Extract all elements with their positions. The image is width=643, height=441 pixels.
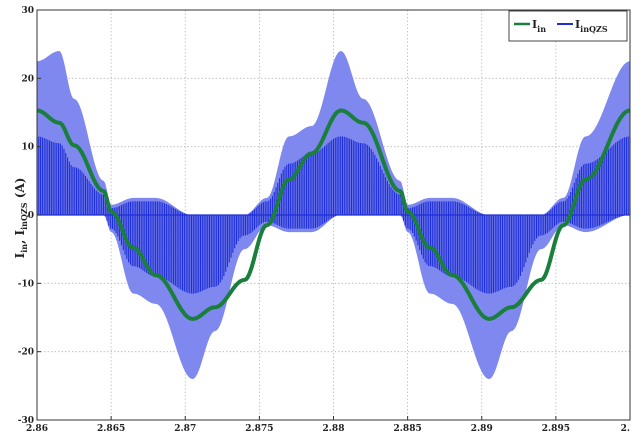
series-iin-line: [36, 108, 631, 321]
ylabel-sub-2: inQZS: [19, 202, 29, 230]
y-tick-label-6: 30: [21, 6, 34, 16]
data-layer: [36, 51, 631, 379]
y-axis-label-text: Iin, IinQZS (A): [13, 178, 29, 259]
legend-iin-main: I: [532, 18, 537, 31]
legend-iinqzs-main: I: [575, 18, 580, 31]
tick-layer: 2.86 2.865 2.87 2.875 2.88 2.885 2.89 2.895 2. -3…: [18, 6, 631, 434]
y-tick-label-3: 0: [28, 211, 34, 221]
ylabel-sep: ,: [13, 236, 27, 244]
y-tick-label-1: -20: [18, 348, 34, 358]
legend-label-iinqzs: IinQZS: [575, 18, 608, 34]
x-tick-label-8: 2.: [621, 424, 630, 434]
x-tick-label-3: 2.875: [245, 424, 273, 434]
legend: Iin IinQZS: [508, 10, 628, 42]
y-tick-label-2: -10: [18, 279, 34, 289]
ylabel-sub-1: in: [19, 244, 29, 253]
y-tick-label-0: -30: [18, 416, 34, 426]
ylabel-main-2: I: [13, 230, 27, 236]
x-tick-label-5: 2.885: [394, 424, 422, 434]
x-tick-label-4: 2.88: [323, 424, 345, 434]
x-tick-label-1: 2.865: [97, 424, 125, 434]
y-tick-label-5: 20: [21, 74, 34, 84]
x-tick-label-2: 2.87: [174, 424, 196, 434]
x-tick-label-6: 2.89: [471, 424, 493, 434]
ylabel-unit: (A): [13, 178, 27, 203]
x-tick-label-0: 2.86: [26, 424, 48, 434]
legend-iinqzs-sub: inQZS: [580, 24, 608, 34]
legend-box: [508, 10, 628, 42]
y-axis-label: Iin, IinQZS (A): [13, 178, 29, 259]
legend-iin-sub: in: [537, 24, 546, 34]
ylabel-main-1: I: [13, 252, 27, 258]
x-tick-label-7: 2.895: [542, 424, 570, 434]
legend-label-iin: Iin: [532, 18, 546, 34]
y-tick-label-4: 10: [21, 143, 34, 153]
